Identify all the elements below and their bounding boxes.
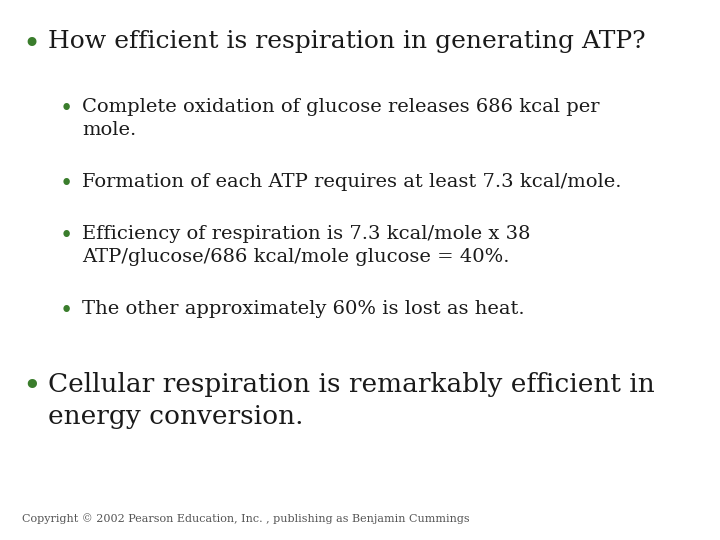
Text: •: • — [22, 30, 40, 61]
Text: Copyright © 2002 Pearson Education, Inc. , publishing as Benjamin Cummings: Copyright © 2002 Pearson Education, Inc.… — [22, 513, 469, 524]
Text: •: • — [60, 173, 73, 195]
Text: How efficient is respiration in generating ATP?: How efficient is respiration in generati… — [48, 30, 646, 53]
Text: Cellular respiration is remarkably efficient in
energy conversion.: Cellular respiration is remarkably effic… — [48, 372, 654, 429]
Text: Efficiency of respiration is 7.3 kcal/mole x 38
ATP/glucose/686 kcal/mole glucos: Efficiency of respiration is 7.3 kcal/mo… — [82, 225, 531, 266]
Text: The other approximately 60% is lost as heat.: The other approximately 60% is lost as h… — [82, 300, 525, 318]
Text: Formation of each ATP requires at least 7.3 kcal/mole.: Formation of each ATP requires at least … — [82, 173, 621, 191]
Text: •: • — [60, 98, 73, 120]
Text: •: • — [60, 225, 73, 247]
Text: •: • — [60, 300, 73, 322]
Text: Complete oxidation of glucose releases 686 kcal per
mole.: Complete oxidation of glucose releases 6… — [82, 98, 600, 139]
Text: •: • — [22, 372, 41, 403]
